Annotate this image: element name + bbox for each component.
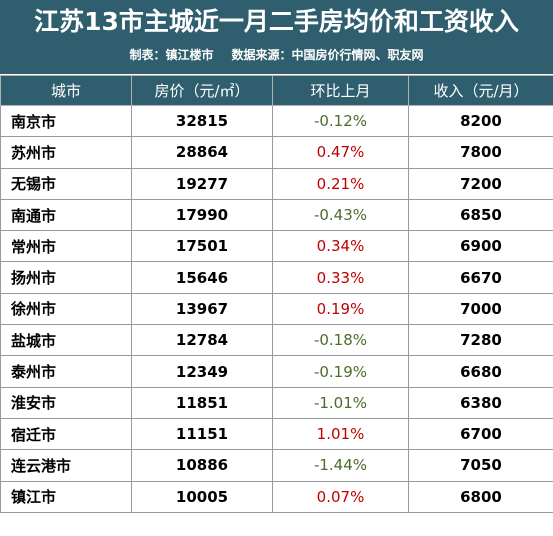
table-row: 南京市 32815 -0.12% 8200 (0, 104, 553, 138)
table-row: 苏州市 28864 0.47% 7800 (0, 136, 553, 169)
subtitle-maker: 制表：镇江楼市 (129, 48, 214, 62)
table-body: 南京市 32815 -0.12% 8200 苏州市 28864 0.47% 7800 无锡市 19… (0, 104, 553, 513)
price-cell: 13967 (131, 292, 273, 326)
change-cell: -0.19% (272, 355, 409, 388)
price-cell: 19277 (131, 167, 273, 200)
table-row: 镇江市 10005 0.07% 6800 (0, 480, 553, 513)
change-cell: 0.33% (272, 261, 409, 294)
change-cell: 0.21% (272, 167, 409, 200)
table-row: 常州市 17501 0.34% 6900 (0, 230, 553, 263)
city-cell: 无锡市 (0, 167, 132, 200)
header-banner: 江苏13市主城近一月二手房均价和工资收入 制表：镇江楼市 数据来源：中国房价行情网… (0, 0, 553, 74)
city-cell: 宿迁市 (0, 417, 132, 451)
change-cell: -1.01% (272, 386, 409, 419)
table-row: 扬州市 15646 0.33% 6670 (0, 261, 553, 294)
income-cell: 6680 (408, 355, 553, 388)
change-cell: -0.43% (272, 198, 409, 232)
change-cell: 0.19% (272, 292, 409, 326)
city-cell: 盐城市 (0, 324, 132, 357)
city-cell: 淮安市 (0, 386, 132, 419)
change-cell: 0.47% (272, 136, 409, 169)
table-row: 无锡市 19277 0.21% 7200 (0, 167, 553, 200)
table-row: 淮安市 11851 -1.01% 6380 (0, 386, 553, 419)
table-row: 盐城市 12784 -0.18% 7280 (0, 324, 553, 357)
price-cell: 11851 (131, 386, 273, 419)
price-cell: 17990 (131, 198, 273, 232)
table-row: 泰州市 12349 -0.19% 6680 (0, 355, 553, 388)
income-cell: 7800 (408, 136, 553, 169)
city-cell: 连云港市 (0, 449, 132, 482)
income-cell: 7280 (408, 324, 553, 357)
price-cell: 28864 (131, 136, 273, 169)
column-header-income: 收入（元/月） (408, 75, 553, 106)
income-cell: 6670 (408, 261, 553, 294)
table-row: 宿迁市 11151 1.01% 6700 (0, 417, 553, 451)
price-income-table: 城市 房价（元/㎡） 环比上月 收入（元/月） 南京市 32815 -0.12% 82… (0, 75, 553, 513)
income-cell: 6850 (408, 198, 553, 232)
city-cell: 泰州市 (0, 355, 132, 388)
city-cell: 常州市 (0, 230, 132, 263)
column-header-price: 房价（元/㎡） (131, 75, 273, 106)
change-cell: -1.44% (272, 449, 409, 482)
table-row: 南通市 17990 -0.43% 6850 (0, 198, 553, 232)
income-cell: 8200 (408, 104, 553, 138)
income-cell: 7050 (408, 449, 553, 482)
table-row: 连云港市 10886 -1.44% 7050 (0, 449, 553, 482)
change-cell: 0.07% (272, 480, 409, 513)
table-header-row: 城市 房价（元/㎡） 环比上月 收入（元/月） (0, 75, 553, 106)
income-cell: 6900 (408, 230, 553, 263)
column-header-city: 城市 (0, 75, 132, 106)
price-cell: 11151 (131, 417, 273, 451)
income-cell: 7000 (408, 292, 553, 326)
table-row: 徐州市 13967 0.19% 7000 (0, 292, 553, 326)
subtitle-source: 数据来源：中国房价行情网、职友网 (231, 48, 424, 62)
subtitle: 制表：镇江楼市 数据来源：中国房价行情网、职友网 (0, 46, 553, 64)
city-cell: 苏州市 (0, 136, 132, 169)
income-cell: 6380 (408, 386, 553, 419)
change-cell: 1.01% (272, 417, 409, 451)
city-cell: 扬州市 (0, 261, 132, 294)
price-cell: 12349 (131, 355, 273, 388)
price-cell: 32815 (131, 104, 273, 138)
price-cell: 10886 (131, 449, 273, 482)
price-cell: 17501 (131, 230, 273, 263)
page-title: 江苏13市主城近一月二手房均价和工资收入 (34, 7, 519, 36)
price-cell: 10005 (131, 480, 273, 513)
city-cell: 徐州市 (0, 292, 132, 326)
income-cell: 6800 (408, 480, 553, 513)
column-header-change: 环比上月 (272, 75, 409, 106)
change-cell: 0.34% (272, 230, 409, 263)
city-cell: 南京市 (0, 104, 132, 138)
price-cell: 15646 (131, 261, 273, 294)
change-cell: -0.18% (272, 324, 409, 357)
change-cell: -0.12% (272, 104, 409, 138)
city-cell: 南通市 (0, 198, 132, 232)
income-cell: 6700 (408, 417, 553, 451)
city-cell: 镇江市 (0, 480, 132, 513)
price-cell: 12784 (131, 324, 273, 357)
income-cell: 7200 (408, 167, 553, 200)
